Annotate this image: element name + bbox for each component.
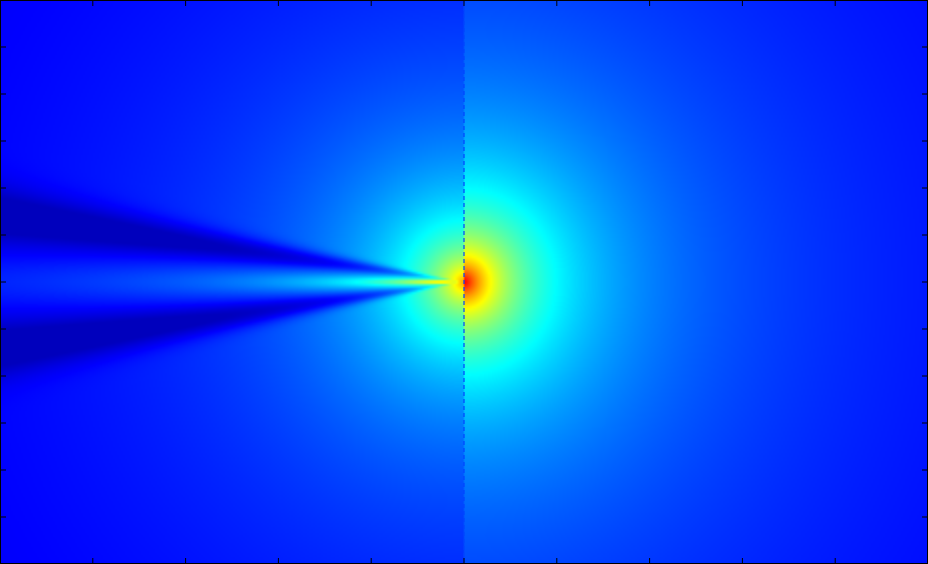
- heatmap-plot: [0, 0, 928, 564]
